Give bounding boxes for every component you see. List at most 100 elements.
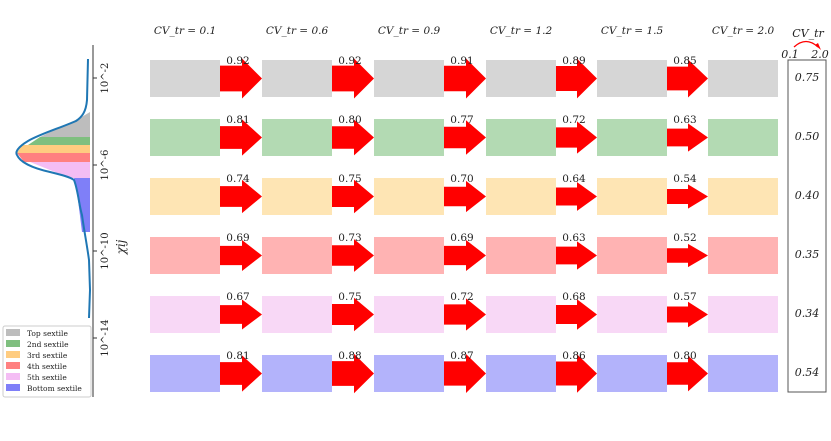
sextile-box xyxy=(262,60,332,97)
sextile-box xyxy=(597,237,667,274)
transition-arrow xyxy=(220,240,262,271)
legend-swatch xyxy=(6,351,20,358)
sextile-box xyxy=(374,355,444,392)
legend-label: 5th sextile xyxy=(27,373,67,382)
transition-arrow xyxy=(556,241,597,270)
transition-arrow xyxy=(220,119,262,156)
tick-label: 10^-10 xyxy=(100,232,111,269)
column-header: CV_tr = 1.5 xyxy=(601,25,664,37)
sextile-box xyxy=(597,60,667,97)
transition-value: 0.64 xyxy=(562,173,586,185)
sextile-box xyxy=(597,355,667,392)
sextile-box xyxy=(486,355,556,392)
sextile-box xyxy=(597,296,667,333)
sextile-box xyxy=(374,60,444,97)
transition-value: 0.91 xyxy=(450,55,473,67)
transition-value: 0.57 xyxy=(673,291,696,303)
sextile-box xyxy=(486,178,556,215)
transition-value: 0.81 xyxy=(226,350,249,362)
transition-arrow xyxy=(332,297,374,332)
transition-value: 0.69 xyxy=(450,232,473,244)
transition-arrow xyxy=(556,58,597,99)
summary-panel: CV_tr 0.1 2.0 0.75 0.50 0.40 0.35 0.34 0.54 xyxy=(781,27,829,393)
sextile-box xyxy=(150,119,220,156)
transition-value: 0.74 xyxy=(226,173,250,185)
sextile-box xyxy=(262,296,332,333)
sextile-box xyxy=(597,178,667,215)
transition-arrow xyxy=(667,243,708,268)
legend: Top sextile 2nd sextile 3rd sextile 4th sex… xyxy=(2,325,92,398)
range-start: 0.1 xyxy=(781,48,799,61)
transition-arrow xyxy=(667,301,708,328)
transition-value: 0.89 xyxy=(562,55,585,67)
sextile-box xyxy=(150,60,220,97)
summary-value: 0.34 xyxy=(795,307,820,320)
transition-arrow xyxy=(220,355,262,392)
sextile-box xyxy=(262,355,332,392)
transition-arrow xyxy=(444,354,486,393)
sextile-box xyxy=(708,178,778,215)
transition-arrow xyxy=(444,58,486,99)
transition-arrow xyxy=(667,59,708,98)
sextile-box xyxy=(486,296,556,333)
transition-value: 0.63 xyxy=(673,114,696,126)
sextile-box xyxy=(486,237,556,274)
range-end: 2.0 xyxy=(810,48,829,61)
sextile-box xyxy=(374,119,444,156)
summary-box xyxy=(787,59,827,393)
transition-value: 0.69 xyxy=(226,232,249,244)
transition-arrow xyxy=(332,179,374,214)
column-header: CV_tr = 0.9 xyxy=(378,25,441,37)
summary-value: 0.40 xyxy=(795,189,820,202)
legend-swatch xyxy=(6,384,20,391)
transition-arrow xyxy=(220,58,262,99)
sextile-box xyxy=(150,237,220,274)
axis-label: χij xyxy=(114,239,128,255)
transition-arrow xyxy=(220,179,262,214)
transition-arrow xyxy=(220,299,262,330)
summary-value: 0.50 xyxy=(795,130,820,143)
transition-value: 0.52 xyxy=(673,232,696,244)
transition-arrow xyxy=(667,123,708,152)
sextile-band xyxy=(17,145,90,153)
transition-arrow xyxy=(667,355,708,392)
tick-label: 10^-6 xyxy=(100,150,111,181)
transition-arrow xyxy=(332,353,374,394)
column-header: CV_tr = 1.2 xyxy=(490,25,553,37)
transition-arrow xyxy=(444,180,486,213)
sextile-box xyxy=(262,119,332,156)
sextile-box xyxy=(708,237,778,274)
transition-arrow xyxy=(667,184,708,209)
curved-arrow-icon xyxy=(793,40,819,48)
transition-value: 0.81 xyxy=(226,114,249,126)
transition-value: 0.86 xyxy=(562,350,586,362)
transition-value: 0.54 xyxy=(673,173,697,185)
transition-value: 0.75 xyxy=(338,291,361,303)
tick-label: 10^-2 xyxy=(100,63,111,94)
sextile-band xyxy=(17,153,90,162)
sextile-box xyxy=(262,237,332,274)
legend-swatch xyxy=(6,373,20,380)
transition-value: 0.72 xyxy=(450,291,473,303)
transition-arrow xyxy=(444,120,486,155)
transition-arrow xyxy=(444,298,486,331)
transition-value: 0.92 xyxy=(338,55,361,67)
transition-value: 0.92 xyxy=(226,55,249,67)
sextile-box xyxy=(374,296,444,333)
legend-label: Bottom sextile xyxy=(27,384,82,393)
arrowhead-icon xyxy=(815,43,821,50)
sextile-box xyxy=(708,296,778,333)
sextile-band xyxy=(28,137,90,145)
column-header: CV_tr = 0.6 xyxy=(266,25,329,37)
summary-value: 0.75 xyxy=(795,71,820,84)
transition-arrow xyxy=(444,240,486,271)
legend-label: 2nd sextile xyxy=(27,340,69,349)
transition-arrow xyxy=(556,354,597,393)
transition-value: 0.77 xyxy=(450,114,473,126)
transition-value: 0.75 xyxy=(338,173,361,185)
sextile-box xyxy=(374,178,444,215)
column-header: CV_tr = 0.1 xyxy=(154,25,216,37)
density-curve xyxy=(15,58,92,319)
sextile-box xyxy=(262,178,332,215)
